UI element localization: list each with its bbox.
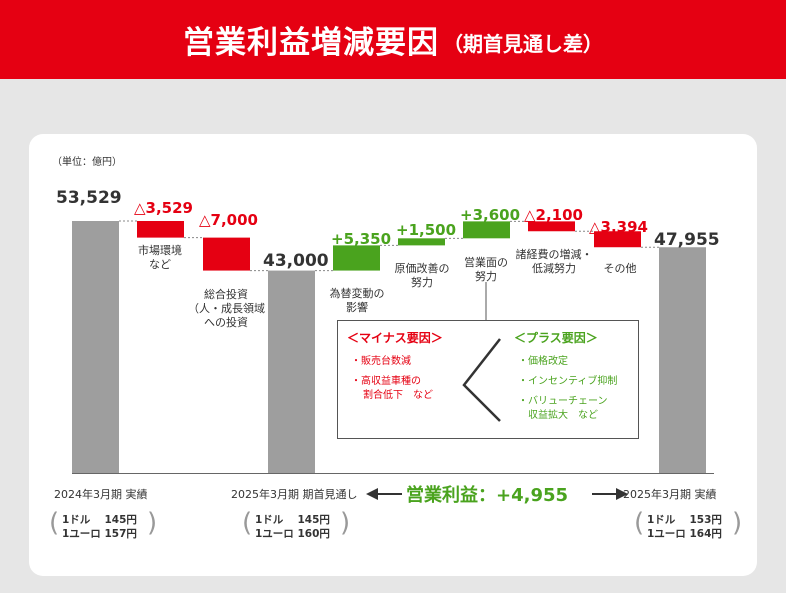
paren-open: ( — [634, 508, 645, 538]
plus-factors-title: ＜プラス要因＞ — [514, 331, 598, 345]
page-title: 営業利益増減要因 — [183, 25, 439, 61]
value-label-fx: +5,350 — [331, 230, 392, 248]
bar-sales — [463, 221, 510, 239]
factor-annotation-box: ＜マイナス要因＞ ・販売台数減 ・高収益車種の 割合低下 など ＜プラス要因＞ … — [337, 320, 639, 439]
paren-open: ( — [49, 508, 60, 538]
bar-other — [594, 231, 641, 248]
category-label-market: 市場環境 など — [138, 244, 182, 271]
chevron-left-icon — [462, 338, 501, 422]
paren-open: ( — [242, 508, 253, 538]
operating-profit-total: 営業利益：+4,955 — [406, 485, 569, 506]
plus-factor-item: 収益拡大 など — [528, 410, 598, 421]
page-subtitle: （期首見通し差） — [443, 32, 603, 56]
unit-label: （単位：億円） — [52, 157, 122, 168]
rates-fy25plan: 1ドル 145円 1ユーロ 160円 — [255, 514, 330, 540]
value-label-fy24: 53,529 — [56, 188, 122, 208]
paren-close: ) — [147, 508, 158, 538]
minus-factor-item: 割合低下 など — [363, 390, 433, 401]
category-label-other: その他 — [603, 262, 637, 275]
bar-expense — [528, 221, 575, 232]
paren-close: ) — [340, 508, 351, 538]
arrow-left-icon — [366, 488, 378, 500]
value-label-cost: +1,500 — [396, 221, 457, 239]
bar-fy25 — [659, 247, 706, 473]
bar-cost — [398, 238, 445, 246]
minus-factor-item: ・販売台数減 — [351, 356, 411, 367]
bar-invest — [203, 237, 250, 271]
bar-fy24 — [72, 221, 119, 473]
plus-factor-item: ・バリューチェーン — [518, 396, 608, 407]
arrow-left-line — [374, 493, 402, 495]
minus-factor-item: ・高収益車種の — [351, 376, 421, 387]
period-label-fy24: 2024年3月期 実績 — [54, 488, 148, 501]
bar-fy25plan — [268, 270, 315, 473]
title-banner: 営業利益増減要因 （期首見通し差） — [0, 0, 786, 79]
value-label-market: △3,529 — [134, 199, 193, 217]
value-label-fy25: 47,955 — [654, 230, 720, 250]
arrow-right-icon — [616, 488, 628, 500]
category-label-cost: 原価改善の 努力 — [394, 262, 450, 289]
value-label-other: △3,394 — [589, 218, 648, 236]
rates-fy25: 1ドル 153円 1ユーロ 164円 — [647, 514, 722, 540]
paren-close: ) — [732, 508, 743, 538]
category-label-fx: 為替変動の 影響 — [329, 287, 385, 314]
period-label-fy25: 2025年3月期 実績 — [623, 488, 717, 501]
chart-baseline — [72, 473, 714, 474]
minus-factors-title: ＜マイナス要因＞ — [347, 331, 443, 345]
arrow-right-line — [592, 493, 618, 495]
bar-fx — [333, 245, 380, 271]
bar-market — [137, 221, 184, 238]
value-label-invest: △7,000 — [199, 211, 258, 229]
value-label-expense: △2,100 — [524, 206, 583, 224]
category-label-invest: 総合投資 （人・成長領域 への投資 — [188, 288, 265, 329]
value-label-fy25plan: 43,000 — [263, 251, 329, 271]
category-label-sales: 営業面の 努力 — [464, 256, 508, 283]
plus-factor-item: ・価格改定 — [518, 356, 568, 367]
category-label-expense: 諸経費の増減・ 低減努力 — [515, 248, 593, 275]
plus-factor-item: ・インセンティブ抑制 — [518, 376, 618, 387]
rates-fy24: 1ドル 145円 1ユーロ 157円 — [62, 514, 137, 540]
value-label-sales: +3,600 — [460, 206, 521, 224]
period-label-fy25plan: 2025年3月期 期首見通し — [231, 488, 358, 501]
